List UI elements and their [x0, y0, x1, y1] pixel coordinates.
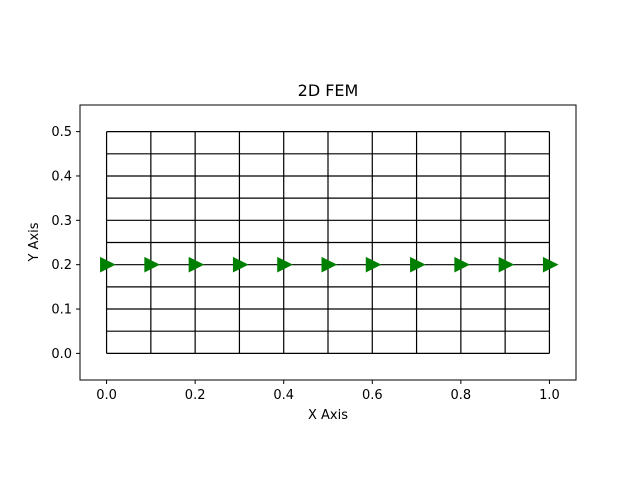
- x-axis-label: X Axis: [308, 408, 348, 423]
- y-tick-label: 0.5: [51, 125, 72, 140]
- x-axis-ticks: 0.0 0.2 0.4 0.6 0.8 1.0: [96, 380, 560, 403]
- y-tick-label: 0.0: [51, 347, 72, 362]
- plot-frame: [79, 104, 577, 381]
- y-axis-label: Y Axis: [27, 222, 42, 262]
- data-point-marker: [277, 256, 293, 273]
- y-tick-label: 0.1: [51, 303, 72, 318]
- x-tick-label: 0.0: [96, 388, 117, 403]
- y-tick-label: 0.3: [51, 214, 72, 229]
- data-point-marker: [144, 256, 160, 273]
- mesh-grid: [105, 131, 551, 354]
- x-tick-label: 0.4: [273, 388, 294, 403]
- marker-series: [100, 256, 559, 273]
- y-tick-label: 0.2: [51, 258, 72, 273]
- chart-title: 2D FEM: [298, 81, 359, 100]
- data-point-marker: [188, 256, 205, 273]
- data-point-marker: [321, 256, 338, 273]
- data-point-marker: [100, 256, 116, 273]
- x-tick-label: 1.0: [539, 388, 560, 403]
- x-tick-label: 0.6: [362, 388, 383, 403]
- data-point-marker: [542, 256, 559, 273]
- y-axis-ticks: 0.0 0.1 0.2 0.3 0.4 0.5: [51, 125, 80, 362]
- data-point-marker: [365, 256, 382, 273]
- data-point-marker: [454, 256, 470, 273]
- data-point-marker: [410, 256, 426, 273]
- data-point-marker: [498, 256, 515, 273]
- y-tick-label: 0.4: [51, 169, 72, 184]
- x-tick-label: 0.2: [185, 388, 206, 403]
- x-tick-label: 0.8: [451, 388, 472, 403]
- data-point-marker: [232, 256, 249, 273]
